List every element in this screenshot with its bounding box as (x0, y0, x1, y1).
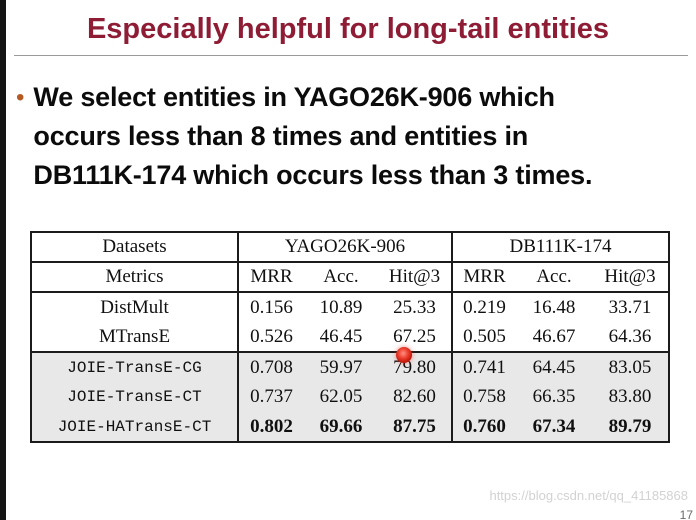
header-cell: Acc. (304, 262, 378, 293)
header-cell: Hit@3 (378, 262, 452, 293)
table-row: DistMult 0.156 10.89 25.33 0.219 16.48 3… (31, 292, 669, 322)
title-divider (14, 55, 688, 56)
table-header-row-metrics: Metrics MRR Acc. Hit@3 MRR Acc. Hit@3 (31, 262, 669, 293)
table-row: MTransE 0.526 46.45 67.25 0.505 46.67 64… (31, 322, 669, 353)
slide-title: Especially helpful for long-tail entitie… (86, 13, 610, 45)
watermark-text: https://blog.csdn.net/qq_41185868 (489, 488, 688, 503)
table-header-row-datasets: Datasets YAGO26K-906 DB111K-174 (31, 232, 669, 263)
row-label: DistMult (100, 296, 169, 318)
header-cell: Acc. (516, 262, 592, 293)
table-cell: 89.79 (608, 415, 652, 437)
table-cell: 46.67 (516, 322, 592, 353)
bullet-item: • We select entities in YAGO26K-906 whic… (16, 78, 678, 195)
bullet-marker: • (16, 84, 25, 111)
table-row: JOIE-HATransE-CT 0.802 69.66 87.75 0.760… (31, 412, 669, 442)
table-cell: 67.25 (378, 322, 452, 353)
table-cell: 33.71 (608, 296, 652, 318)
table-cell: 64.36 (592, 322, 669, 353)
table-row: JOIE-TransE-CG 0.708 59.97 79.80 0.741 6… (31, 352, 669, 382)
table-cell: 64.45 (532, 356, 576, 378)
results-table: Datasets YAGO26K-906 DB111K-174 Metrics … (30, 231, 670, 443)
table-cell: 83.80 (608, 386, 652, 407)
header-cell: MRR (451, 262, 516, 293)
table-cell: 66.35 (532, 386, 576, 407)
bullet-line: DB111K-174 which occurs less than 3 time… (33, 160, 593, 190)
table-cell: 0.802 (237, 412, 304, 442)
table-cell: 0.741 (451, 352, 516, 382)
header-cell: MRR (237, 262, 304, 293)
bullet-line: occurs less than 8 times and entities in (33, 121, 529, 151)
table-cell: 0.505 (451, 322, 516, 353)
table-cell: 83.05 (608, 356, 652, 378)
header-cell-yago: YAGO26K-906 (237, 232, 452, 263)
table-cell: 16.48 (532, 296, 576, 318)
table-cell: 0.156 (237, 292, 304, 322)
table-cell: 0.758 (451, 382, 516, 412)
table-cell: 0.737 (237, 382, 304, 412)
row-label: JOIE-HATransE-CT (57, 417, 212, 436)
table-cell: 62.05 (319, 386, 363, 407)
bullet-text: We select entities in YAGO26K-906 which … (33, 78, 592, 195)
row-label: JOIE-TransE-CT (67, 388, 202, 406)
table-row: JOIE-TransE-CT 0.737 62.05 82.60 0.758 6… (31, 382, 669, 412)
table-cell: 46.45 (304, 322, 378, 353)
bullet-line: We select entities in YAGO26K-906 which (33, 82, 555, 112)
header-cell-metrics: Metrics (31, 262, 238, 293)
laser-pointer-dot (396, 347, 412, 363)
table-cell: 67.34 (532, 415, 576, 437)
left-edge-strip (0, 0, 6, 520)
table-cell: 59.97 (319, 356, 363, 378)
header-cell: Hit@3 (592, 262, 669, 293)
table-cell: 0.219 (451, 292, 516, 322)
row-label: MTransE (31, 322, 238, 353)
header-cell-db: DB111K-174 (451, 232, 669, 263)
table-cell: 87.75 (393, 415, 436, 437)
table-cell: 0.760 (451, 412, 516, 442)
table-cell: 25.33 (393, 296, 436, 318)
header-cell-datasets: Datasets (31, 232, 238, 263)
table-cell: 82.60 (393, 386, 436, 407)
table-cell: 69.66 (319, 415, 363, 437)
table-cell: 79.80 (393, 356, 436, 378)
slide-page-number: 17 (679, 508, 693, 520)
table-cell: 0.708 (237, 352, 304, 382)
table-cell: 0.526 (237, 322, 304, 353)
table-cell: 10.89 (319, 296, 363, 318)
row-label: JOIE-TransE-CG (67, 358, 202, 377)
